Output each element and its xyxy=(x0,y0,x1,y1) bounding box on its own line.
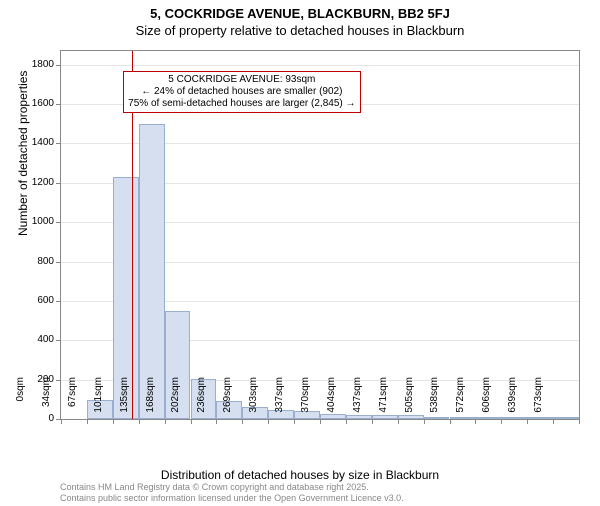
title-line-2: Size of property relative to detached ho… xyxy=(0,23,600,38)
x-tick-mark xyxy=(553,419,554,424)
x-tick-label: 471sqm xyxy=(378,377,389,427)
x-tick-mark xyxy=(113,419,114,424)
x-tick-mark xyxy=(320,419,321,424)
x-tick-label: 337sqm xyxy=(274,377,285,427)
x-tick-mark xyxy=(527,419,528,424)
x-tick-label: 303sqm xyxy=(248,377,259,427)
y-tick-mark xyxy=(56,340,61,341)
y-tick-mark xyxy=(56,104,61,105)
x-tick-label: 437sqm xyxy=(352,377,363,427)
y-tick-mark xyxy=(56,262,61,263)
annotation-line-2: ← 24% of detached houses are smaller (90… xyxy=(128,86,355,98)
chart-area: 0200400600800100012001400160018000sqm34s… xyxy=(60,50,580,420)
x-tick-mark xyxy=(242,419,243,424)
x-tick-mark xyxy=(579,419,580,424)
y-tick-mark xyxy=(56,222,61,223)
x-tick-label: 673sqm xyxy=(533,377,544,427)
x-tick-mark xyxy=(398,419,399,424)
x-tick-label: 505sqm xyxy=(404,377,415,427)
y-tick-label: 800 xyxy=(14,256,54,267)
x-tick-mark xyxy=(191,419,192,424)
x-tick-label: 0sqm xyxy=(15,377,26,427)
x-tick-label: 67sqm xyxy=(67,377,78,427)
annotation-box: 5 COCKRIDGE AVENUE: 93sqm← 24% of detach… xyxy=(123,71,360,113)
x-tick-label: 639sqm xyxy=(507,377,518,427)
x-tick-mark xyxy=(61,419,62,424)
y-axis-label: Number of detached properties xyxy=(16,71,30,236)
x-tick-mark xyxy=(424,419,425,424)
x-tick-label: 135sqm xyxy=(119,377,130,427)
y-tick-label: 1800 xyxy=(14,59,54,70)
gridline xyxy=(61,65,579,66)
x-tick-label: 34sqm xyxy=(41,377,52,427)
footer-line-2: Contains public sector information licen… xyxy=(60,493,404,504)
y-tick-mark xyxy=(56,183,61,184)
x-axis-label: Distribution of detached houses by size … xyxy=(0,468,600,482)
x-tick-mark xyxy=(346,419,347,424)
annotation-line-3: 75% of semi-detached houses are larger (… xyxy=(128,98,355,110)
y-tick-label: 400 xyxy=(14,334,54,345)
x-tick-label: 202sqm xyxy=(170,377,181,427)
x-tick-mark xyxy=(475,419,476,424)
x-tick-mark xyxy=(372,419,373,424)
x-tick-label: 606sqm xyxy=(481,377,492,427)
x-tick-mark xyxy=(501,419,502,424)
y-tick-mark xyxy=(56,301,61,302)
plot-area: 0200400600800100012001400160018000sqm34s… xyxy=(60,50,580,420)
y-tick-mark xyxy=(56,65,61,66)
y-tick-label: 600 xyxy=(14,295,54,306)
x-tick-mark xyxy=(87,419,88,424)
x-tick-label: 101sqm xyxy=(93,377,104,427)
x-tick-mark xyxy=(294,419,295,424)
footer-attribution: Contains HM Land Registry data © Crown c… xyxy=(60,482,404,504)
x-tick-label: 236sqm xyxy=(196,377,207,427)
x-tick-label: 404sqm xyxy=(326,377,337,427)
title-line-1: 5, COCKRIDGE AVENUE, BLACKBURN, BB2 5FJ xyxy=(0,6,600,21)
x-tick-label: 168sqm xyxy=(145,377,156,427)
histogram-bar xyxy=(553,417,579,419)
x-tick-label: 269sqm xyxy=(222,377,233,427)
annotation-line-1: 5 COCKRIDGE AVENUE: 93sqm xyxy=(128,74,355,86)
x-tick-mark xyxy=(139,419,140,424)
x-tick-label: 538sqm xyxy=(429,377,440,427)
x-tick-mark xyxy=(268,419,269,424)
x-tick-mark xyxy=(450,419,451,424)
x-tick-mark xyxy=(216,419,217,424)
histogram-bar xyxy=(139,124,165,419)
x-tick-mark xyxy=(165,419,166,424)
y-tick-mark xyxy=(56,380,61,381)
y-tick-mark xyxy=(56,143,61,144)
footer-line-1: Contains HM Land Registry data © Crown c… xyxy=(60,482,404,493)
x-tick-label: 370sqm xyxy=(300,377,311,427)
x-tick-label: 572sqm xyxy=(455,377,466,427)
